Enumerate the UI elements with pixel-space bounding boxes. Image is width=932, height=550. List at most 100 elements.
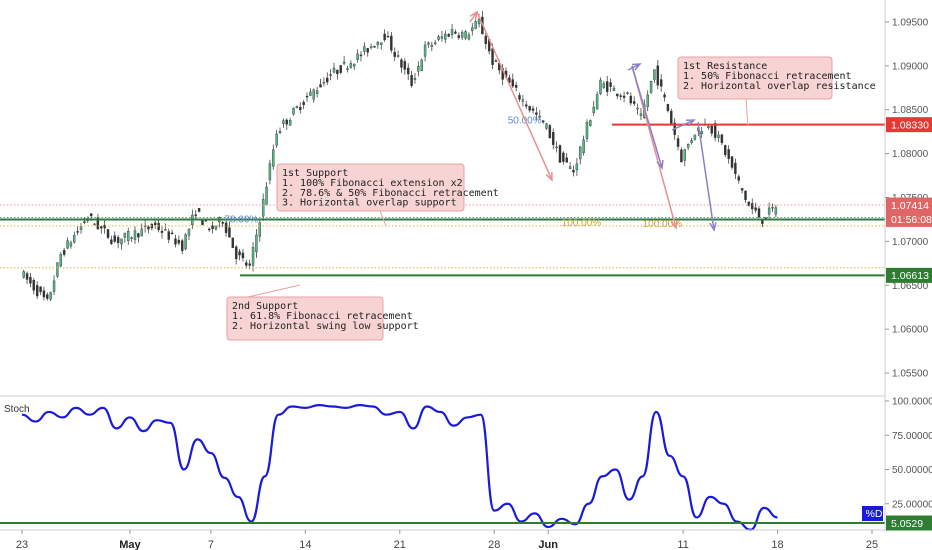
swing-arrow — [671, 119, 695, 131]
candle-body — [353, 63, 356, 67]
candle-body — [187, 228, 191, 236]
candle-body — [83, 221, 86, 223]
swing-arrow-head — [545, 171, 553, 182]
candle-body — [39, 286, 42, 293]
price-tick-label: 1.09500 — [892, 17, 929, 28]
candle-body — [265, 186, 268, 206]
candle-body — [157, 222, 160, 231]
candle-body — [285, 119, 288, 125]
candle-body — [417, 65, 420, 72]
candle-body — [346, 68, 349, 70]
candle-body — [272, 149, 275, 167]
candle-body — [423, 44, 427, 57]
candle-body — [29, 276, 32, 284]
price-tick-label: 1.08000 — [892, 149, 929, 160]
candle-body — [268, 163, 272, 181]
candle-body — [771, 206, 774, 209]
candle-body — [457, 35, 461, 38]
candle-body — [410, 75, 413, 86]
candle-body — [211, 225, 214, 230]
swing-arrow — [476, 11, 553, 181]
candle-body — [670, 110, 673, 124]
candle-body — [181, 240, 184, 251]
candle-body — [663, 94, 666, 98]
candle-body — [214, 225, 218, 230]
level-badge — [886, 197, 932, 213]
callout-title: 1st Resistance — [683, 61, 767, 72]
candle-body — [302, 101, 305, 106]
candle-body — [636, 107, 639, 110]
candle-body — [565, 157, 568, 163]
candle-body — [96, 217, 100, 230]
candle-body — [508, 77, 511, 83]
price-tick-label: 1.06500 — [892, 281, 929, 292]
candle-body — [767, 207, 771, 215]
series-badge-label: %D — [866, 508, 883, 520]
candle-body — [622, 95, 626, 98]
date-tick-label: 21 — [394, 539, 406, 550]
candle-body — [653, 69, 656, 80]
candle-body — [258, 222, 262, 237]
candle-body — [464, 31, 467, 39]
candle-body — [363, 46, 366, 52]
price-tick-label: 1.09000 — [892, 61, 929, 72]
callout-pointer — [379, 210, 387, 227]
price-pane[interactable]: 50.00% 78.60% 100.00% 100.00% — [0, 10, 885, 302]
candle-body — [356, 53, 359, 60]
swing-arrow — [469, 11, 478, 23]
candle-body — [292, 108, 295, 115]
price-tick-label: 1.06000 — [892, 325, 929, 336]
level-badge — [886, 117, 932, 133]
candle-body — [710, 125, 713, 134]
candle-body — [609, 82, 612, 87]
date-tick-label: 14 — [299, 539, 311, 550]
candle-body — [380, 42, 383, 45]
candle-body — [315, 90, 319, 94]
candle-body — [433, 42, 437, 45]
candle-body — [595, 94, 599, 110]
candle-body — [366, 48, 369, 53]
candle-body — [592, 106, 595, 113]
candle-body — [123, 232, 127, 238]
callout-line: 2. 78.6% & 50% Fibonacci retracement — [282, 188, 499, 199]
candle-body — [471, 27, 474, 31]
candle-body — [491, 48, 494, 65]
candle-body — [326, 77, 329, 83]
stoch-tick-label: 50.00000 — [892, 465, 932, 476]
candle-body — [582, 139, 585, 154]
candle-body — [693, 134, 697, 140]
candle-body — [632, 101, 636, 104]
candle-body — [437, 36, 440, 40]
candle-body — [349, 63, 353, 68]
candle-body — [646, 94, 649, 107]
candle-body — [686, 144, 690, 148]
candle-body — [197, 208, 201, 212]
candle-body — [474, 21, 477, 29]
swing-arrow-head — [670, 219, 678, 230]
candle-body — [525, 104, 528, 107]
candle-body — [680, 149, 683, 163]
level-badge-label: 1.06613 — [891, 270, 929, 282]
candle-body — [579, 146, 582, 160]
fib-level-label: 100.00% — [562, 218, 602, 229]
candle-body — [245, 262, 248, 266]
candle-body — [666, 103, 670, 111]
stoch-level-badge — [886, 515, 932, 531]
candle-body — [238, 251, 241, 256]
candle-body — [747, 201, 751, 207]
candle-body — [683, 149, 687, 161]
level-badge-label: 01:56:08 — [891, 214, 932, 226]
candle-body — [528, 105, 531, 111]
candle-body — [184, 234, 187, 250]
candle-body — [403, 61, 407, 70]
candle-body — [154, 222, 157, 226]
stoch-series-line — [21, 404, 778, 531]
candle-body — [511, 79, 514, 87]
stochastic-pane[interactable]: Stoch %D — [0, 404, 885, 531]
candle-body — [734, 162, 737, 175]
